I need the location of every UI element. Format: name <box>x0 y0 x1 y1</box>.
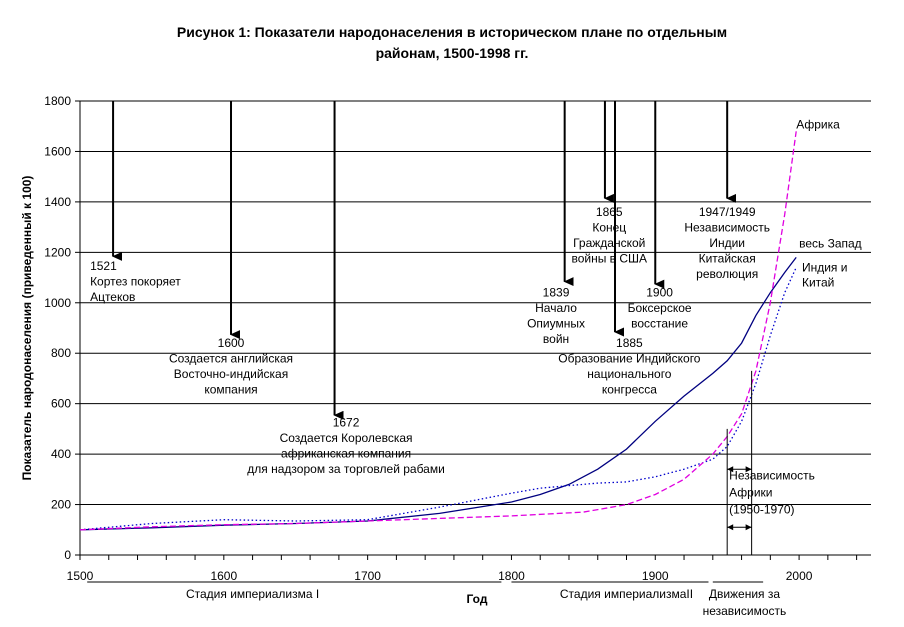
stage-label-3-line-1: Движения за <box>709 587 781 601</box>
event-text-8-line-3: Индии <box>709 236 745 250</box>
bracket-arrowhead-left-1 <box>727 466 734 473</box>
event-text-1-line-2: Кортез покоряет <box>90 274 181 288</box>
stage-label-1-line-1: Стадия империализма I <box>186 587 319 601</box>
y-tick-label-1200: 1200 <box>44 245 71 259</box>
event-text-4-line-1: 1839 <box>543 285 570 299</box>
event-text-8-line-4: Китайская <box>699 251 756 265</box>
series-line-1 <box>79 257 797 531</box>
bracket-text-line-1: Независимость <box>729 468 815 482</box>
event-text-3-line-3: африканская компания <box>281 446 411 460</box>
chart-title-line-2: районам, 1500-1998 гг. <box>375 45 529 61</box>
y-tick-label-1800: 1800 <box>44 94 71 108</box>
event-text-4-line-2: Начало <box>535 301 577 315</box>
chart-title-line-1: Рисунок 1: Показатели народонаселения в … <box>176 24 728 40</box>
y-tick-label-800: 800 <box>51 346 71 360</box>
event-text-2-line-2: Создается английская <box>169 351 293 365</box>
series-line-3 <box>79 131 797 531</box>
y-axis-label: Показатель народонаселения (приведенный … <box>20 176 34 481</box>
event-text-6-line-2: Образование Индийского <box>558 351 701 365</box>
x-tick-label-2000: 2000 <box>786 569 813 583</box>
event-text-5-line-3: Гражданской <box>573 236 645 250</box>
series-label-3-line-2: Китай <box>802 275 834 289</box>
event-text-5-line-4: войны в США <box>571 251 647 265</box>
event-text-1-line-1: 1521 <box>90 259 117 273</box>
event-text-2-line-3: Восточно-индийская <box>174 367 288 381</box>
chart-title: Рисунок 1: Показатели народонаселения в … <box>0 22 904 64</box>
series-label-3-line-1: Индия и <box>802 260 848 274</box>
event-text-7-line-1: 1900 <box>646 285 673 299</box>
stage-label-2-line-1: Стадия империализмаII <box>560 587 693 601</box>
bracket-text-line-2: Африки <box>729 485 772 499</box>
x-tick-label-1500: 1500 <box>67 569 94 583</box>
event-text-1-line-3: Ацтеков <box>90 290 135 304</box>
event-text-6-line-1: 1885 <box>616 336 643 350</box>
event-text-6-line-3: национального <box>587 367 672 381</box>
y-tick-label-1400: 1400 <box>44 195 71 209</box>
bracket-arrowhead-right-2 <box>745 524 752 531</box>
y-tick-label-600: 600 <box>51 397 71 411</box>
y-tick-label-1000: 1000 <box>44 296 71 310</box>
x-axis-label: Год <box>466 592 487 606</box>
event-text-6-line-4: конгресса <box>602 382 657 396</box>
series-label-2-line-1: весь Запад <box>799 236 862 250</box>
series-line-2 <box>79 267 797 531</box>
event-text-3-line-1: 1672 <box>333 415 360 429</box>
event-text-4-line-3: Опиумных <box>527 316 585 330</box>
event-text-2-line-1: 1600 <box>218 336 245 350</box>
event-text-8-line-2: Независимость <box>684 220 770 234</box>
y-tick-label-1600: 1600 <box>44 144 71 158</box>
y-tick-label-400: 400 <box>51 447 71 461</box>
x-tick-label-1700: 1700 <box>354 569 381 583</box>
event-text-3-line-4: для надзором за торговлей рабами <box>247 462 445 476</box>
event-text-2-line-4: компания <box>204 382 257 396</box>
event-text-8-line-5: революция <box>696 267 758 281</box>
x-tick-label-1900: 1900 <box>642 569 669 583</box>
event-text-7-line-3: восстание <box>631 316 688 330</box>
series-label-1-line-1: Африка <box>796 118 840 132</box>
event-text-5-line-2: Конец <box>592 220 626 234</box>
y-tick-label-0: 0 <box>64 548 71 562</box>
event-text-7-line-2: Боксерское <box>628 301 692 315</box>
bracket-text-line-3: (1950-1970) <box>729 502 794 516</box>
x-tick-label-1600: 1600 <box>210 569 237 583</box>
bracket-arrowhead-right-1 <box>745 466 752 473</box>
x-tick-label-1800: 1800 <box>498 569 525 583</box>
y-tick-label-200: 200 <box>51 498 71 512</box>
stage-label-3-line-2: независимость <box>703 604 787 618</box>
event-text-8-line-1: 1947/1949 <box>699 205 756 219</box>
event-text-4-line-4: войн <box>543 332 569 346</box>
event-text-5-line-1: 1865 <box>596 205 623 219</box>
event-text-3-line-2: Создается Королевская <box>280 431 413 445</box>
bracket-arrowhead-left-2 <box>727 524 734 531</box>
